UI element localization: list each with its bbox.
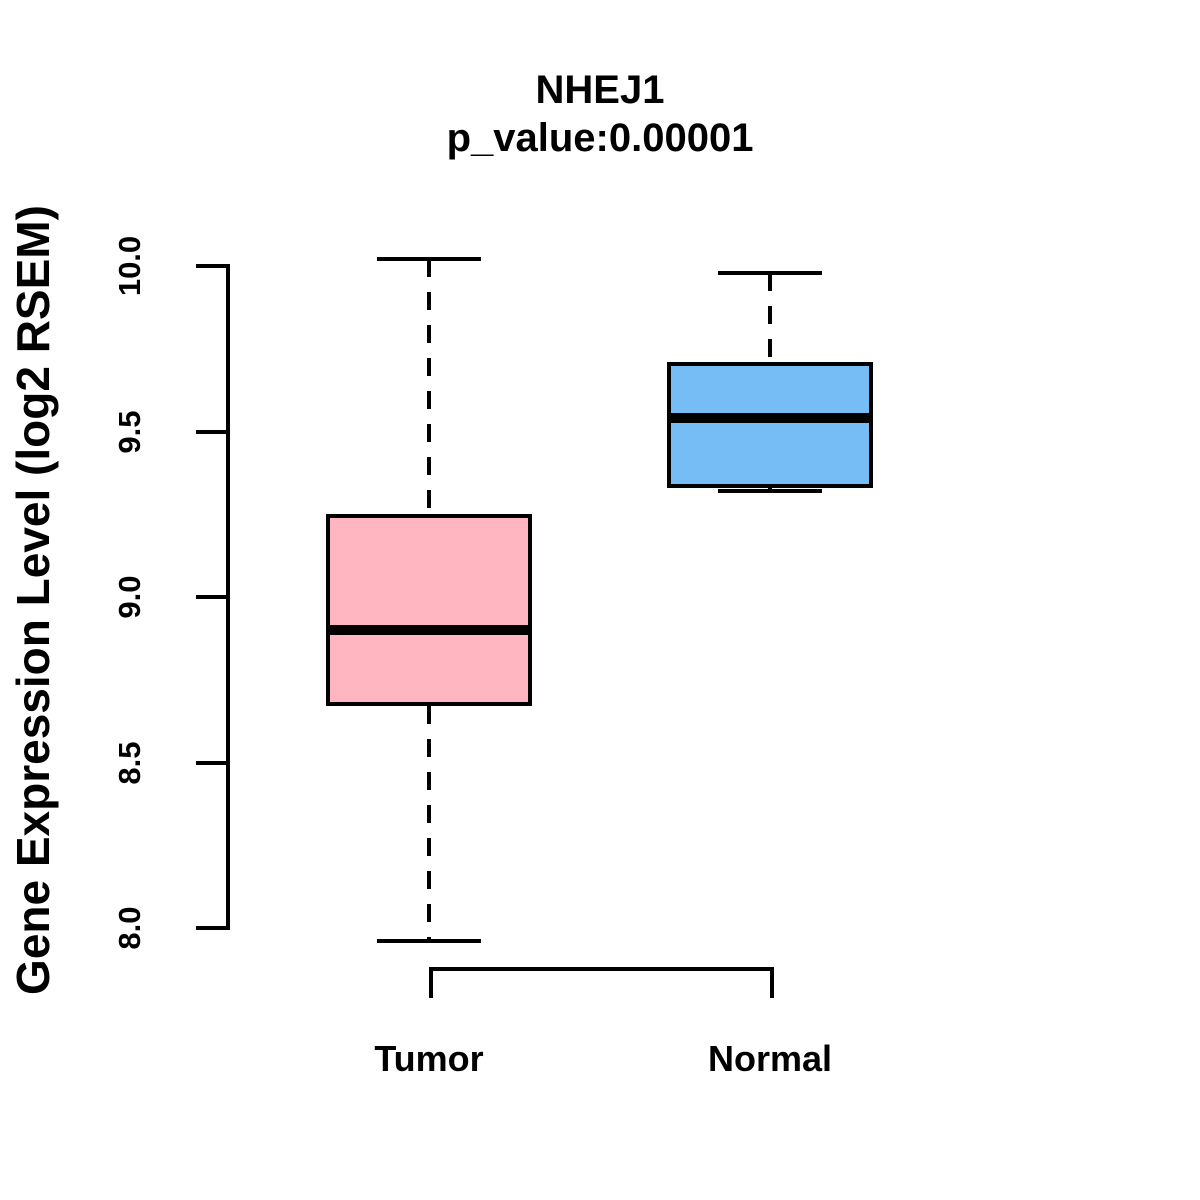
upper-whisker-line — [427, 259, 431, 515]
y-tick-label: 9.5 — [112, 409, 147, 454]
upper-whisker-cap — [377, 257, 481, 262]
y-tick-mark — [196, 264, 226, 268]
x-group-label: Tumor — [374, 1038, 484, 1079]
box-iqr — [667, 361, 873, 488]
chart-subtitle: p_value:0.00001 — [446, 116, 754, 160]
x-axis-tick-left — [429, 967, 433, 998]
lower-whisker-cap — [377, 939, 481, 944]
chart-title: NHEJ1 — [535, 68, 665, 112]
lower-whisker-line — [427, 706, 431, 942]
upper-whisker-cap — [718, 270, 822, 275]
upper-whisker-line — [768, 272, 772, 362]
median-line — [667, 413, 873, 424]
x-axis-tick-right — [770, 967, 774, 998]
y-tick-mark — [196, 595, 226, 599]
x-axis-line — [429, 967, 774, 971]
box-iqr — [326, 514, 532, 707]
lower-whisker-cap — [718, 489, 822, 494]
y-tick-mark — [196, 429, 226, 434]
median-line — [326, 625, 532, 636]
y-tick-label: 8.5 — [112, 740, 147, 785]
y-tick-mark — [196, 760, 226, 765]
x-group-label: Normal — [707, 1038, 833, 1079]
y-tick-label: 9.0 — [112, 575, 147, 619]
y-axis-line — [226, 264, 230, 930]
y-tick-mark — [196, 926, 226, 930]
y-tick-label: 10.0 — [112, 235, 147, 297]
y-tick-label: 8.0 — [112, 906, 147, 950]
